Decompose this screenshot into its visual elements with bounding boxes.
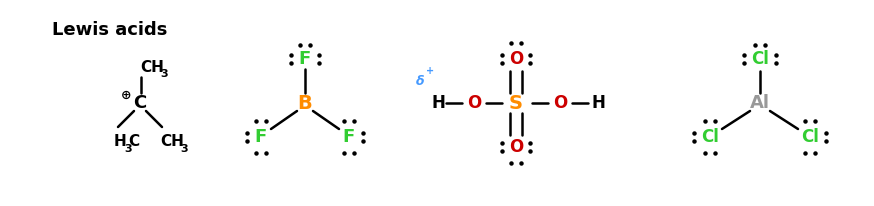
Text: O: O [509,138,524,156]
Text: O: O [509,50,524,68]
Text: Cl: Cl [751,50,769,68]
Text: δ: δ [416,75,424,88]
Text: Cl: Cl [801,128,819,146]
Text: O: O [467,94,481,112]
Text: H: H [431,94,445,112]
Text: 3: 3 [124,144,132,154]
Text: 3: 3 [160,69,168,79]
Text: Al: Al [750,94,770,112]
Text: O: O [553,94,567,112]
Text: H: H [114,133,127,149]
Text: +: + [426,66,434,76]
Text: F: F [255,128,267,146]
Text: F: F [299,50,311,68]
Text: Lewis acids: Lewis acids [52,21,168,39]
Text: CH: CH [160,133,184,149]
Text: S: S [509,94,523,112]
Text: C: C [134,94,147,112]
Text: B: B [298,94,312,112]
Text: CH: CH [140,60,164,75]
Text: Cl: Cl [701,128,719,146]
Text: ⊕: ⊕ [121,89,131,102]
Text: F: F [343,128,355,146]
Text: C: C [128,133,140,149]
Text: H: H [591,94,605,112]
Text: 3: 3 [180,144,188,154]
